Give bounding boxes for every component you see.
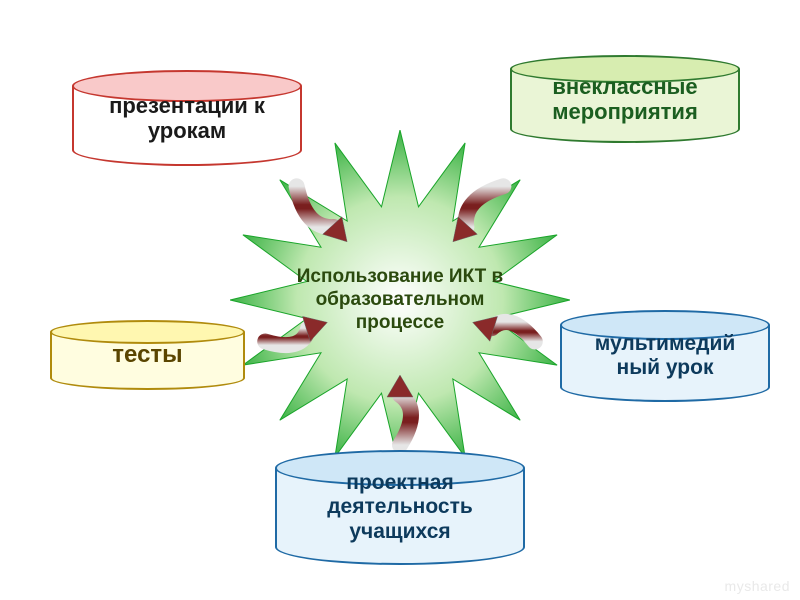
node-tests-label: тесты [112, 341, 182, 369]
arrow-extracurricular [453, 186, 503, 241]
node-multimedia: мультимедий ный урок [560, 310, 770, 402]
node-extracurricular-label: внеклассные мероприятия [522, 74, 728, 125]
arrow-presentations [297, 186, 347, 241]
diagram-stage: презентации к урокам внеклассные меропри… [0, 0, 800, 600]
node-projects: проектная деятельность учащихся [275, 450, 525, 565]
center-label: Использование ИКТ в образовательном проц… [285, 266, 515, 334]
node-tests: тесты [50, 320, 245, 390]
node-presentations: презентации к урокам [72, 70, 302, 166]
node-extracurricular: внеклассные мероприятия [510, 55, 740, 143]
node-presentations-label: презентации к урокам [84, 93, 290, 144]
node-projects-label: проектная деятельность учащихся [287, 471, 513, 543]
arrow-projects [387, 375, 413, 445]
node-multimedia-label: мультимедий ный урок [572, 332, 758, 380]
watermark: myshared [725, 578, 790, 594]
